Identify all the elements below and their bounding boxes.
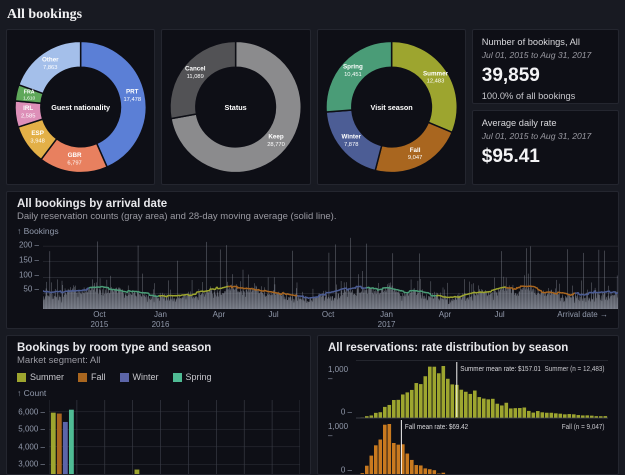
svg-text:9,047: 9,047 [407,155,421,161]
svg-text:12,483: 12,483 [426,79,444,85]
svg-text:Status: Status [225,103,247,112]
svg-text:Fall (n = 9,047): Fall (n = 9,047) [562,424,605,431]
svg-text:Winter: Winter [341,133,361,140]
svg-text:6,797: 6,797 [67,160,81,166]
svg-text:7,863: 7,863 [43,65,57,71]
svg-text:GBR: GBR [68,152,82,159]
svg-text:Visit season: Visit season [370,103,412,112]
svg-text:17,478: 17,478 [123,97,141,103]
svg-text:Cancel: Cancel [185,66,206,73]
svg-text:Summer (n = 12,483): Summer (n = 12,483) [544,366,604,373]
svg-text:Spring: Spring [343,64,363,71]
svg-text:10,451: 10,451 [344,72,362,78]
svg-text:28,770: 28,770 [267,142,285,148]
svg-text:Summer: Summer [422,70,448,77]
svg-text:FRA: FRA [24,90,35,96]
svg-text:Keep: Keep [269,133,284,140]
svg-text:Fall: Fall [409,147,420,154]
svg-text:3,948: 3,948 [30,139,44,145]
svg-text:7,878: 7,878 [344,142,358,148]
svg-text:Guest nationality: Guest nationality [51,103,110,112]
svg-text:Other: Other [42,56,59,63]
svg-text:1,610: 1,610 [23,96,35,102]
svg-text:IRL: IRL [23,105,33,112]
svg-text:2,585: 2,585 [21,114,35,120]
svg-text:PRT: PRT [126,89,139,96]
svg-text:11,089: 11,089 [187,74,204,80]
svg-text:Summer mean rate: $157.01: Summer mean rate: $157.01 [460,366,541,373]
svg-text:ESP: ESP [31,130,44,137]
svg-text:Fall mean rate: $69.42: Fall mean rate: $69.42 [405,424,469,431]
